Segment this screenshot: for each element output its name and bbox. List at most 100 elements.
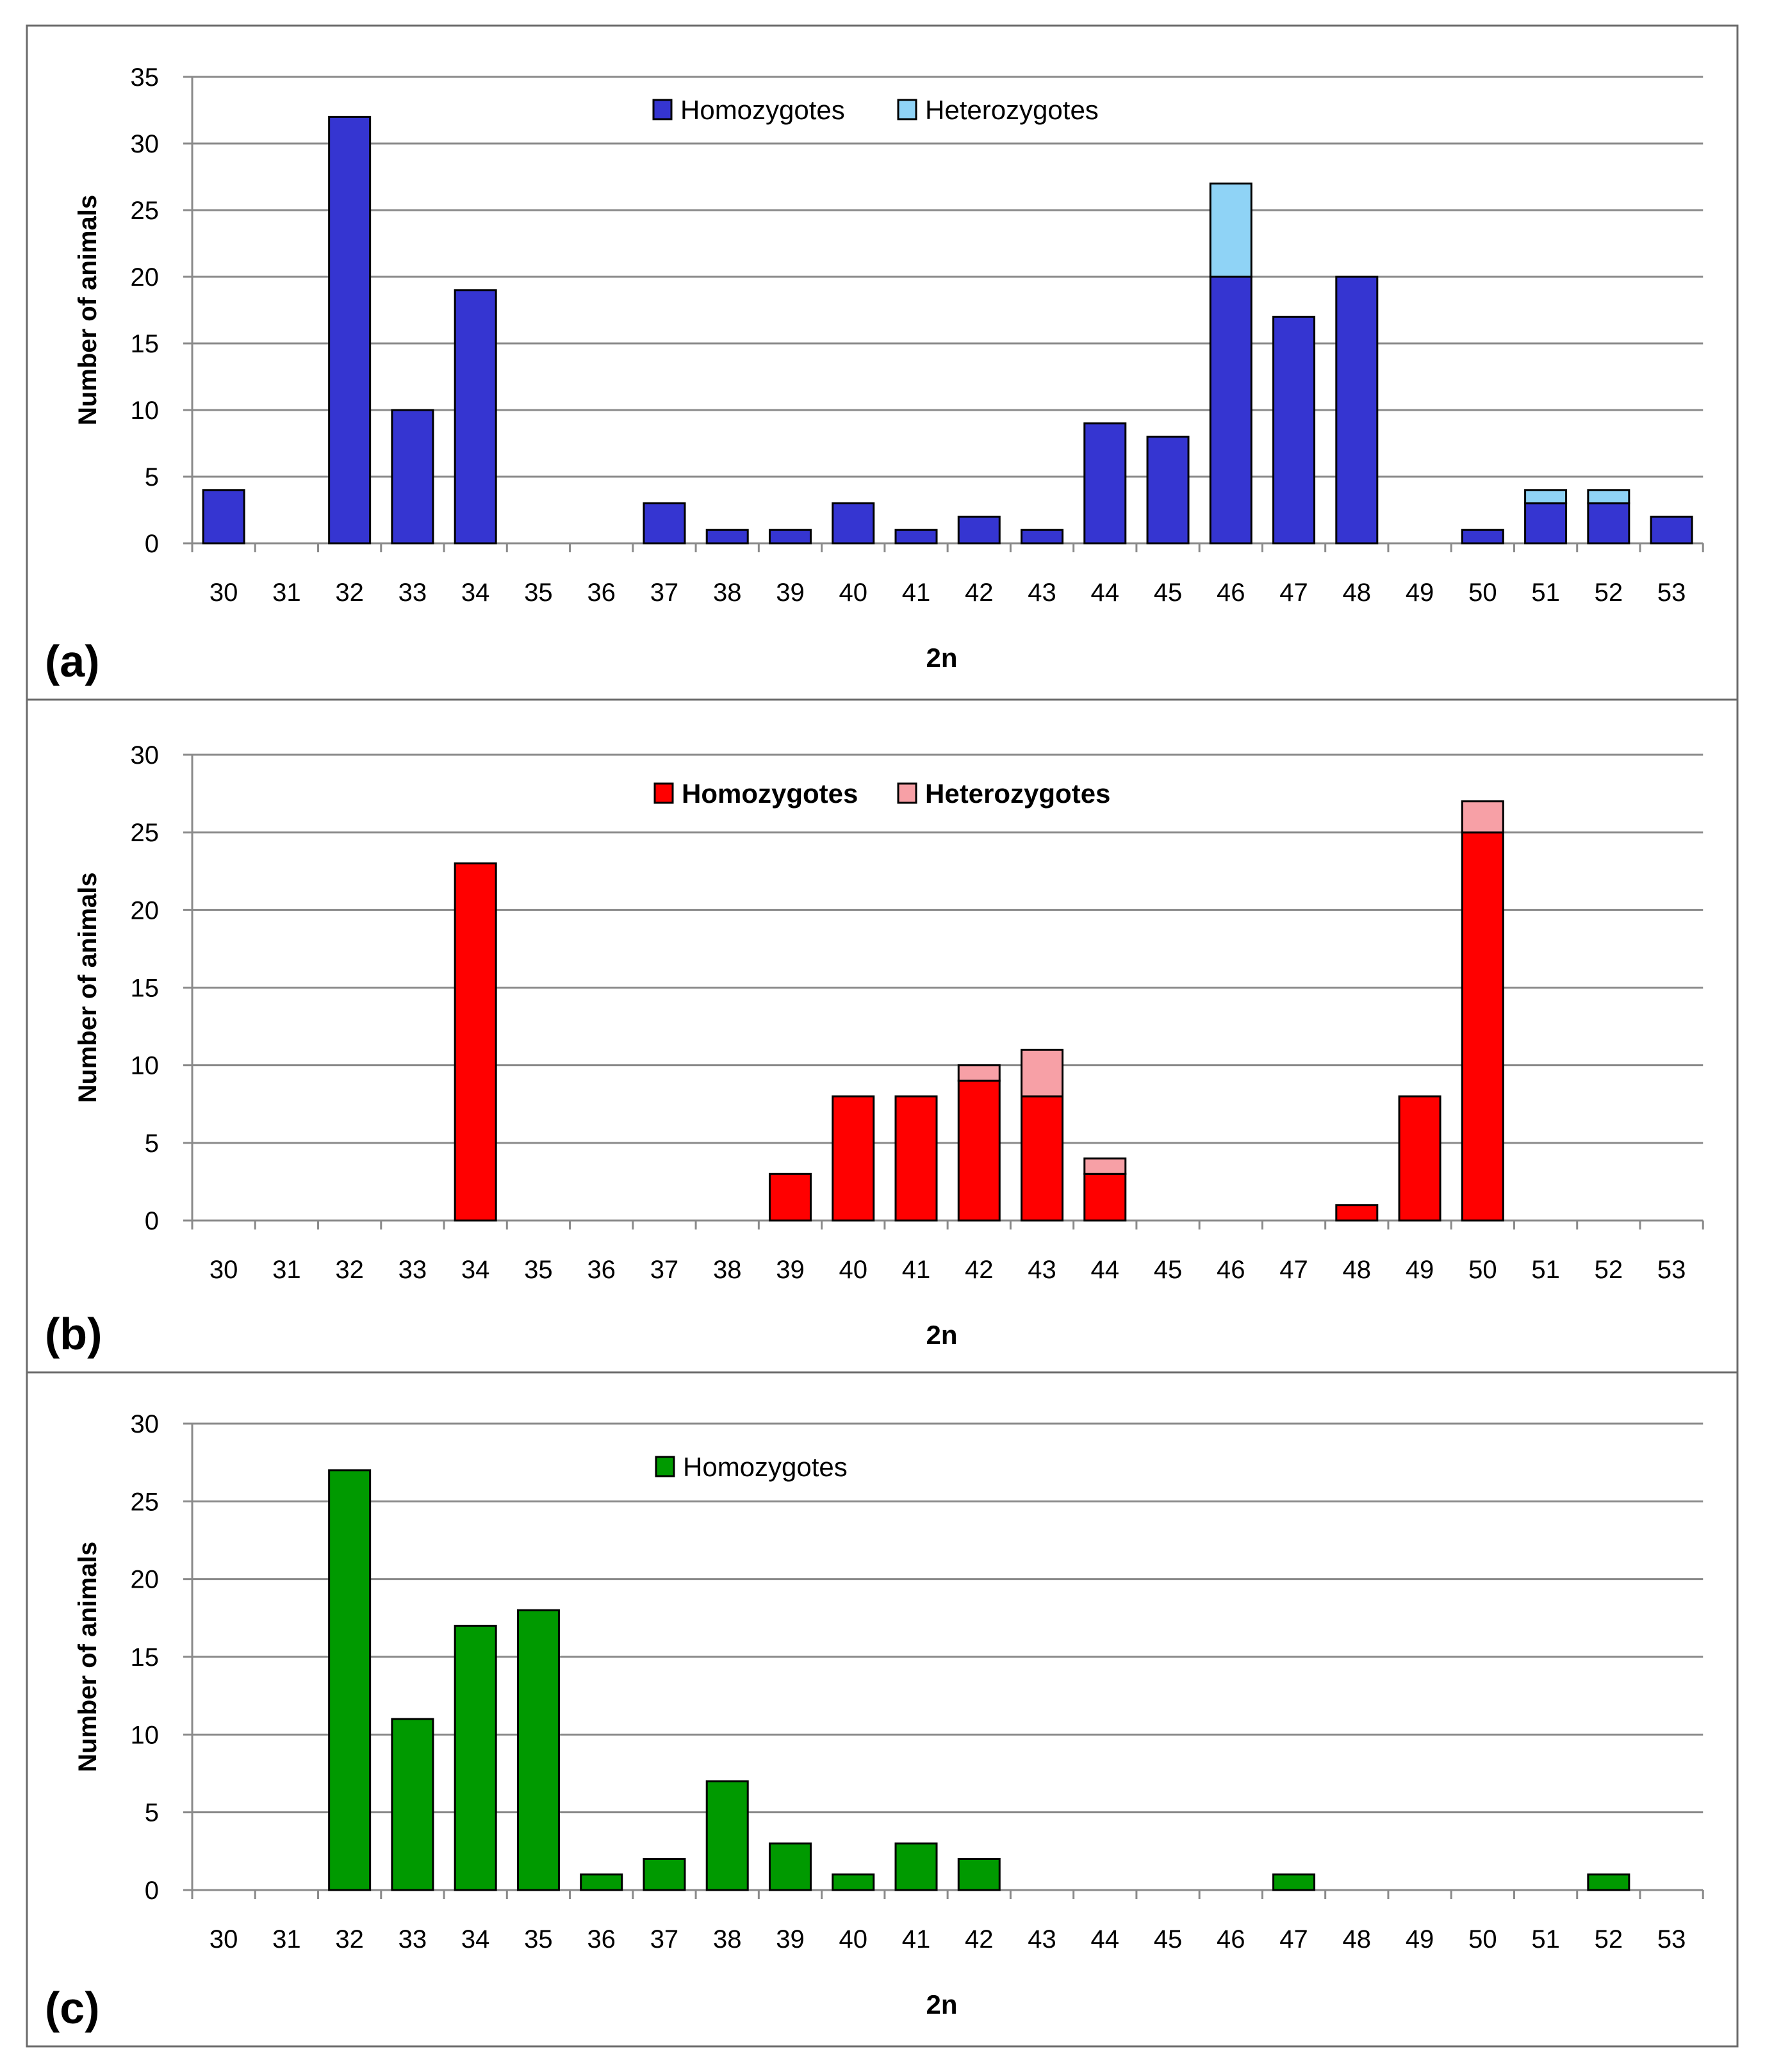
y-tick-label: 10: [131, 397, 160, 425]
x-tick-label: 38: [713, 1925, 742, 1953]
y-axis-label: Number of animals: [74, 1542, 102, 1772]
bar-homozygotes-40: [832, 1095, 875, 1222]
x-tick-label: 42: [965, 579, 994, 607]
bar-homozygotes-42: [957, 1080, 1001, 1222]
bar-homozygotes-43: [1021, 1095, 1064, 1222]
bar-heterozygotes-46: [1209, 182, 1252, 278]
x-tick-label: 43: [1028, 1925, 1056, 1953]
x-tick-label: 47: [1279, 1925, 1308, 1953]
x-tick-label: 53: [1657, 1925, 1686, 1953]
panel-frame: [26, 1371, 1739, 2048]
x-tick-label: 32: [335, 579, 364, 607]
x-tick-label: 36: [587, 579, 616, 607]
bar-homozygotes-46: [1209, 275, 1252, 545]
y-tick-label: 20: [131, 896, 160, 925]
x-tick-label: 38: [713, 1256, 742, 1284]
legend-swatch-heterozygotes: [897, 782, 917, 804]
bar-homozygotes-47: [1272, 1873, 1316, 1891]
legend-label-heterozygotes: Heterozygotes: [925, 778, 1110, 809]
x-tick-label: 46: [1217, 1925, 1245, 1953]
bar-homozygotes-52: [1587, 1873, 1630, 1891]
x-tick-label: 33: [398, 579, 427, 607]
legend-swatch-homozygotes: [653, 782, 674, 804]
x-tick-label: 35: [524, 1256, 553, 1284]
chart-panel-a: 0 5 10 15 20 25 30 35 30 31 32 33 34 35 36 37 38 39 40 41 42…: [26, 24, 1739, 701]
x-tick-label: 48: [1343, 579, 1372, 607]
bar-homozygotes-32: [328, 115, 372, 545]
bar-homozygotes-48: [1335, 275, 1379, 545]
bar-homozygotes-40: [832, 1873, 875, 1891]
x-tick-label: 52: [1595, 1925, 1623, 1953]
legend-swatch-homozygotes: [652, 99, 673, 120]
x-tick-label: 43: [1028, 579, 1056, 607]
y-tick-label: 30: [131, 1410, 160, 1438]
x-tick-label: 42: [965, 1925, 994, 1953]
x-tick-label: 30: [209, 1925, 238, 1953]
x-tick-label: 49: [1406, 579, 1434, 607]
x-tick-label: 47: [1279, 1256, 1308, 1284]
bar-homozygotes-48: [1335, 1204, 1379, 1222]
x-axis-label: 2n: [926, 1989, 957, 2019]
x-tick-label: 50: [1468, 1925, 1497, 1953]
bar-homozygotes-44: [1083, 422, 1127, 545]
x-tick-label: 37: [650, 579, 679, 607]
legend-label-homozygotes: Homozygotes: [680, 95, 845, 125]
y-tick-label: 20: [131, 1566, 160, 1594]
x-tick-label: 49: [1406, 1925, 1434, 1953]
bar-homozygotes-33: [391, 1718, 434, 1891]
bar-homozygotes-39: [768, 529, 812, 545]
legend-label-homozygotes: Homozygotes: [682, 778, 858, 809]
x-tick-label: 31: [272, 579, 301, 607]
x-tick-label: 40: [839, 1925, 867, 1953]
y-tick-label: 15: [131, 1643, 160, 1672]
x-tick-label: 50: [1468, 579, 1497, 607]
bar-homozygotes-49: [1398, 1095, 1441, 1222]
x-tick-label: 34: [461, 579, 490, 607]
bar-heterozygotes-50: [1461, 800, 1504, 834]
x-tick-label: 41: [902, 1925, 931, 1953]
x-tick-label: 38: [713, 579, 742, 607]
panel-label: (a): [45, 636, 100, 686]
y-tick-label: 5: [145, 463, 159, 491]
legend-swatch-homozygotes: [655, 1456, 675, 1477]
y-tick-label: 25: [131, 197, 160, 225]
bar-homozygotes-51: [1524, 502, 1568, 545]
panel-label: (b): [45, 1309, 102, 1359]
legend-label-homozygotes: Homozygotes: [683, 1452, 848, 1482]
bar-homozygotes-41: [894, 529, 938, 545]
bar-homozygotes-43: [1021, 529, 1064, 545]
x-tick-label: 50: [1468, 1256, 1497, 1284]
y-tick-label: 0: [145, 1207, 159, 1235]
chart-panel-b: 0 5 10 15 20 25 30 30 31 32 33 34 35 36 37 38 39 40 41 42 43…: [26, 698, 1739, 1374]
x-tick-label: 39: [776, 1256, 805, 1284]
x-tick-label: 40: [839, 579, 867, 607]
y-tick-label: 5: [145, 1799, 159, 1827]
bar-homozygotes-37: [643, 502, 686, 545]
bar-homozygotes-40: [832, 502, 875, 545]
x-tick-label: 44: [1091, 1925, 1120, 1953]
x-tick-label: 33: [398, 1925, 427, 1953]
x-tick-label: 40: [839, 1256, 867, 1284]
bar-homozygotes-50: [1461, 831, 1504, 1222]
y-tick-label: 0: [145, 530, 159, 558]
x-axis-label: 2n: [926, 643, 957, 673]
x-tick-label: 45: [1154, 579, 1183, 607]
x-tick-label: 35: [524, 1925, 553, 1953]
panel-frame: [26, 24, 1739, 701]
x-tick-label: 41: [902, 579, 931, 607]
panel-frame: [26, 698, 1739, 1374]
x-tick-label: 49: [1406, 1256, 1434, 1284]
bar-homozygotes-39: [768, 1842, 812, 1891]
x-tick-label: 41: [902, 1256, 931, 1284]
x-tick-label: 45: [1154, 1925, 1183, 1953]
x-tick-label: 31: [272, 1256, 301, 1284]
x-tick-label: 45: [1154, 1256, 1183, 1284]
bar-homozygotes-42: [957, 515, 1001, 545]
x-tick-label: 39: [776, 1925, 805, 1953]
x-tick-label: 39: [776, 579, 805, 607]
x-tick-label: 36: [587, 1256, 616, 1284]
x-tick-label: 31: [272, 1925, 301, 1953]
bar-heterozygotes-43: [1021, 1048, 1064, 1098]
bar-homozygotes-38: [705, 1780, 749, 1891]
y-tick-label: 35: [131, 63, 160, 92]
